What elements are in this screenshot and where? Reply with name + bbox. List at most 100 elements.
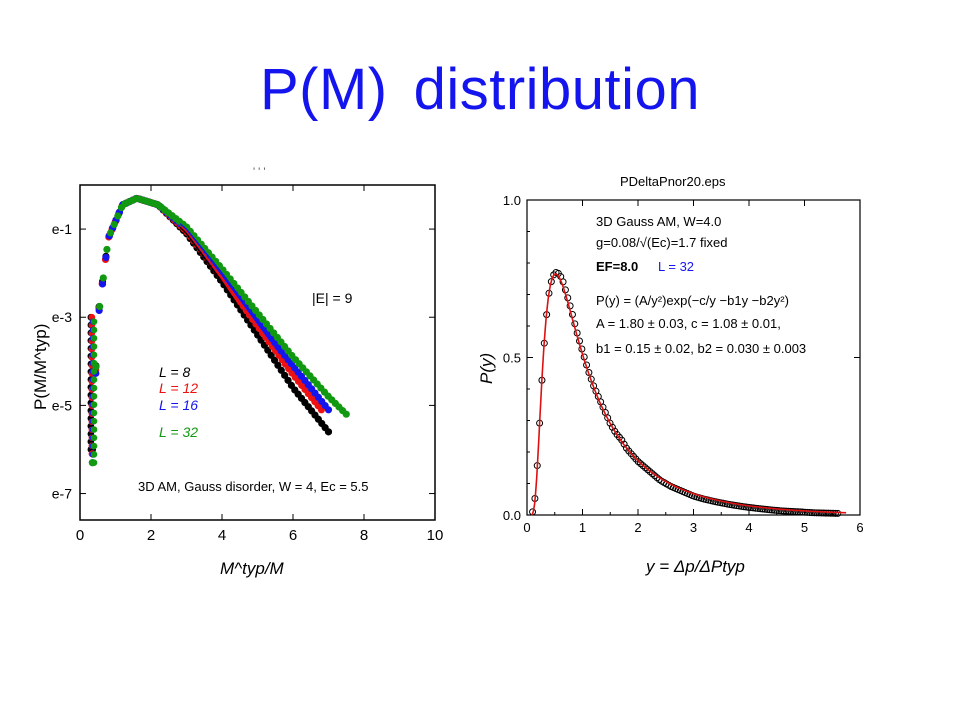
left-data-points — [87, 194, 350, 467]
right-point — [820, 509, 828, 517]
legend-l12: L = 12 — [159, 380, 198, 396]
annotation-disorder: 3D AM, Gauss disorder, W = 4, Ec = 5.5 — [138, 479, 369, 494]
right-x-tick-label: 5 — [801, 520, 808, 535]
right-y-tick-label: 0.5 — [503, 351, 521, 366]
right-point — [796, 508, 804, 516]
annotation-formula: P(y) = (A/y²)exp(−c/y −b1y −b2y²) — [596, 293, 789, 308]
right-point — [759, 505, 767, 513]
left-point — [90, 343, 98, 350]
right-x-tick-label: 2 — [634, 520, 641, 535]
right-point — [789, 508, 797, 516]
left-point — [90, 426, 98, 433]
right-point — [792, 508, 800, 516]
right-point — [768, 506, 776, 514]
legend-l32: L = 32 — [159, 424, 198, 440]
left-x-tick-label: 8 — [360, 527, 368, 544]
left-y-tick-label: e-1 — [52, 221, 72, 237]
right-point — [831, 509, 839, 517]
left-x-tick-label: 2 — [147, 527, 155, 544]
right-point — [782, 507, 790, 515]
plot-frame-left — [79, 184, 436, 521]
right-point — [648, 470, 656, 478]
right-point — [756, 505, 764, 513]
left-y-label: P(M/M^typ) — [31, 324, 50, 410]
left-point — [90, 384, 98, 392]
right-point — [752, 504, 760, 512]
left-point — [114, 212, 122, 220]
left-point — [90, 442, 98, 450]
annotation-model: 3D Gauss AM, W=4.0 — [596, 214, 721, 229]
right-point — [733, 502, 741, 510]
right-point — [745, 503, 753, 511]
right-point — [834, 509, 842, 517]
left-point — [96, 302, 104, 311]
right-point — [754, 504, 762, 512]
right-point — [775, 507, 783, 515]
left-point — [103, 245, 111, 254]
right-point — [637, 460, 645, 468]
right-point — [773, 506, 781, 514]
svg-text:' ' ': ' ' ' — [253, 166, 265, 178]
annotation-ef: EF=8.0 — [596, 259, 638, 274]
right-point — [726, 500, 734, 508]
right-point — [740, 503, 748, 511]
slide-title: P(M) distribution — [0, 55, 960, 125]
annotation-l32: L = 32 — [658, 259, 694, 274]
right-point — [761, 505, 769, 513]
right-point — [803, 508, 811, 516]
left-point — [90, 334, 98, 342]
left-point — [88, 459, 97, 467]
right-y-tick-label: 0.0 — [503, 508, 521, 523]
right-point — [730, 501, 738, 509]
right-point — [806, 508, 814, 516]
left-point — [98, 280, 107, 288]
left-fit-line — [179, 222, 330, 411]
right-point — [824, 509, 832, 517]
left-x-tick-label: 6 — [289, 527, 297, 544]
right-x-tick-label: 6 — [856, 520, 863, 535]
right-x-tick-label: 0 — [523, 520, 530, 535]
right-point — [735, 502, 743, 510]
right-chart-title: PDeltaPnor20.eps — [620, 174, 726, 189]
right-point — [777, 507, 785, 515]
left-fit-lines — [179, 220, 347, 433]
right-point — [749, 504, 757, 512]
left-x-label: M^typ/M — [220, 559, 285, 578]
right-point — [738, 502, 746, 510]
left-point — [90, 351, 98, 359]
right-point — [810, 509, 818, 517]
left-point — [92, 363, 100, 371]
right-point — [817, 509, 825, 517]
annotation-g: g=0.08/√(Ec)=1.7 fixed — [596, 235, 727, 250]
left-y-tick-label: e-7 — [52, 486, 72, 502]
right-point — [829, 509, 837, 517]
annotation-energy: |E| = 9 — [312, 290, 353, 306]
py-distribution-chart: PDeltaPnor20.eps 0 1 2 3 4 5 6 0.0 0.5 1.0 3D Gau… — [477, 174, 864, 576]
left-fit-line — [179, 226, 330, 433]
right-x-tick-label: 4 — [745, 520, 752, 535]
right-annotations: 3D Gauss AM, W=4.0 g=0.08/√(Ec)=1.7 fixe… — [596, 214, 806, 356]
left-point — [90, 451, 98, 458]
legend-l16: L = 16 — [159, 397, 198, 413]
pm-distribution-chart: ' ' ' 0 2 4 6 8 10 e-1 e-3 e-5 e-7 |E| = 9 L = 8 … — [31, 166, 443, 578]
right-point — [784, 507, 792, 515]
right-point — [770, 506, 778, 514]
left-point — [102, 253, 110, 262]
fit-curve — [530, 273, 847, 516]
right-point — [822, 509, 830, 517]
right-point — [827, 509, 835, 517]
right-y-label: P(y) — [477, 353, 496, 384]
right-point — [608, 423, 616, 431]
right-point — [780, 507, 788, 515]
right-point — [618, 436, 626, 444]
right-point — [728, 501, 736, 509]
right-point — [646, 468, 654, 476]
right-point — [644, 466, 652, 474]
left-point — [90, 326, 98, 334]
right-axis-ticks: 0 1 2 3 4 5 6 0.0 0.5 1.0 — [503, 193, 864, 535]
right-point — [639, 462, 647, 470]
right-point — [766, 506, 774, 514]
left-x-tick-label: 4 — [218, 527, 226, 544]
annotation-b1-b2: b1 = 0.15 ± 0.02, b2 = 0.030 ± 0.003 — [596, 341, 806, 356]
title-part-pm: P(M) — [259, 57, 388, 122]
